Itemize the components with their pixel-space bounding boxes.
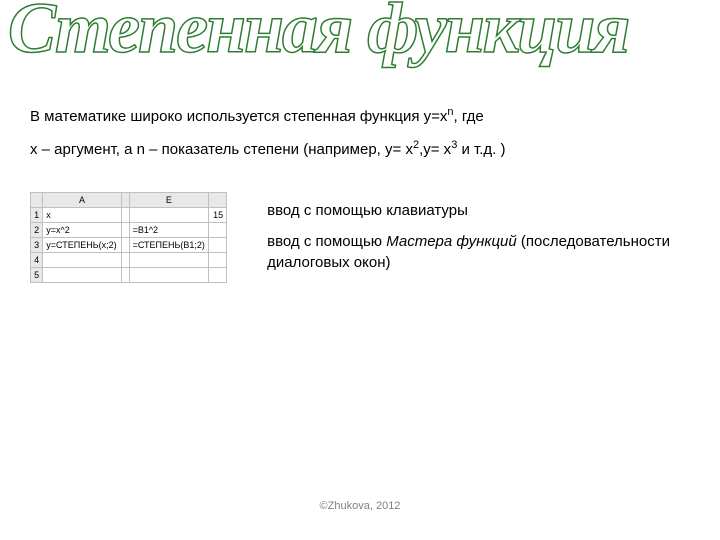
col-header-e: E bbox=[129, 193, 209, 208]
notes-block: ввод с помощью клавиатуры ввод с помощью… bbox=[267, 192, 690, 283]
spreadsheet-table: A E 1 x 15 2 y=x^2 =B1^2 3 y=СТЕПЕНЬ(x;2… bbox=[30, 192, 227, 283]
col-header-f bbox=[209, 193, 227, 208]
col-header-blank bbox=[121, 193, 129, 208]
corner-cell bbox=[31, 193, 43, 208]
col-header-a: A bbox=[43, 193, 121, 208]
note-wizard: ввод с помощью Мастера функций (последов… bbox=[267, 231, 690, 273]
note-keyboard: ввод с помощью клавиатуры bbox=[267, 200, 690, 221]
table-header-row: A E bbox=[31, 193, 227, 208]
page-title: Степенная функция bbox=[0, 0, 720, 64]
table-row: 1 x 15 bbox=[31, 208, 227, 223]
intro-line-2: x – аргумент, а n – показатель степени (… bbox=[30, 137, 690, 162]
table-row: 3 y=СТЕПЕНЬ(x;2) =СТЕПЕНЬ(B1;2) bbox=[31, 238, 227, 253]
footer-copyright: ©Zhukova, 2012 bbox=[0, 500, 720, 512]
table-row: 2 y=x^2 =B1^2 bbox=[31, 223, 227, 238]
table-row: 5 bbox=[31, 268, 227, 283]
intro-line-1: В математике широко используется степенн… bbox=[30, 104, 690, 129]
table-row: 4 bbox=[31, 253, 227, 268]
intro-text: В математике широко используется степенн… bbox=[0, 104, 720, 162]
